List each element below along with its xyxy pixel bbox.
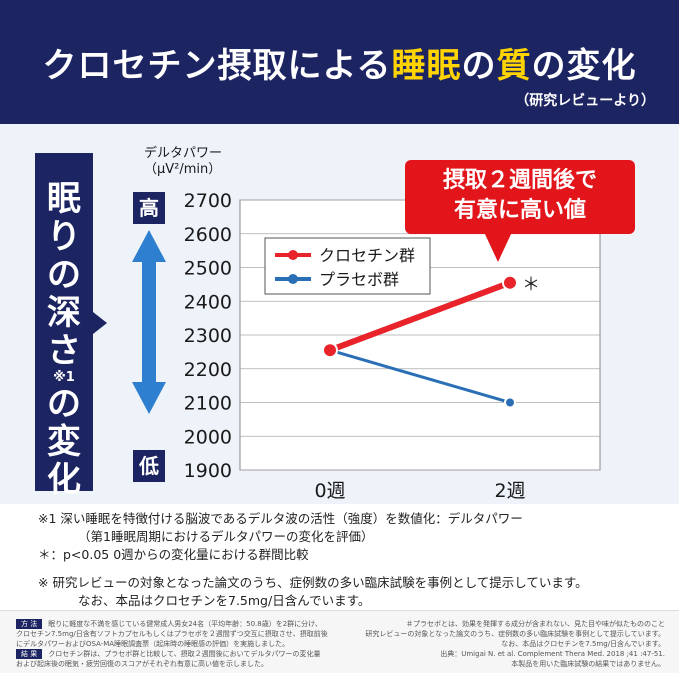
note-text: ＃プラセボとは、効果を発揮する成分が含まれない、見た目や味が似たもののこと <box>406 620 665 628</box>
depth-char: の <box>47 384 81 424</box>
y-tick-label: 2300 <box>184 325 232 347</box>
sleep-depth-label-box <box>35 153 93 491</box>
method-tag: 方 法 <box>16 619 43 629</box>
depth-char: の <box>47 255 81 295</box>
data-point <box>322 342 338 359</box>
callout-line1: 摂取２週間後で <box>442 168 597 193</box>
header-banner: クロセチン摂取による睡眠の質の変化 （研究レビューより） <box>0 0 679 124</box>
depth-char: 変 <box>47 422 81 462</box>
x-tick-label: 0週 <box>314 480 345 502</box>
series-line <box>328 348 512 404</box>
legend-label: クロセチン群 <box>319 246 415 265</box>
title-highlight-quality: 質 <box>496 46 532 86</box>
legend-marker <box>288 250 298 260</box>
note-text: なお、本品はクロセチンを7.5mg/日含んでいます。 <box>501 640 665 648</box>
result-text: クロセチン群は、プラセボ群と比較して、摂取２週間後においてデルタパワーの変化量 <box>48 650 321 658</box>
note-text: 研究レビューの対象となった論文のうち、症例数の多い臨床試験を事例として提示してい… <box>365 630 665 638</box>
depth-char: さ <box>47 331 81 371</box>
y-tick-label: 2100 <box>184 393 232 415</box>
series-line <box>327 279 513 354</box>
data-point <box>504 396 516 409</box>
title-highlight-sleep: 睡眠 <box>391 46 462 86</box>
method-text: クロセチン7.5mg/日含有ソフトカプセルもしくはプラセボを２週間ずつ交互に摂取… <box>16 630 328 638</box>
fine-print-section: 方 法眠りに軽度な不満を感じている健常成人男女24名（平均年齢：50.8歳）を2… <box>0 610 679 673</box>
significance-asterisk: ＊ <box>522 275 540 296</box>
y-tick-label: 2500 <box>184 258 232 280</box>
y-tick-label: 2700 <box>184 190 232 212</box>
footnote-1-detail: （第1睡眠周期におけるデルタパワーの変化を評価） <box>78 529 374 544</box>
footnotes: ※1 深い睡眠を特徴付ける脳波であるデルタ波の活性（強度）を数値化：デルタパワー… <box>38 510 658 610</box>
y-tick-label: 2000 <box>184 426 232 448</box>
title-part3: の変化 <box>531 46 637 86</box>
depth-char: 深 <box>47 293 81 333</box>
title-part1: クロセチン摂取による <box>42 46 392 86</box>
depth-footnote-marker: ※1 <box>53 370 75 385</box>
method-text: 眠りに軽度な不満を感じている健常成人男女24名（平均年齢：50.8歳）を2群に分… <box>48 620 322 628</box>
sleep-depth-label: 眠 り の 深 さ ※1 の 変 化 <box>35 180 93 499</box>
depth-pointer-triangle <box>93 312 107 334</box>
significance-callout: 摂取２週間後で 有意に高い値 <box>405 160 635 234</box>
footnote-1: ※1 深い睡眠を特徴付ける脳波であるデルタ波の活性（強度）を数値化：デルタパワー <box>38 511 523 526</box>
footnote-significance: ＊：p<0.05 0週からの変化量における群間比較 <box>38 547 309 562</box>
y-tick-label: 2600 <box>184 224 232 246</box>
scale-low-badge: 低 <box>133 450 165 482</box>
data-point <box>502 274 518 291</box>
result-text: および起床後の眠気・疲労回復のスコアがそれぞれ有意に高い値を示しました。 <box>16 660 268 668</box>
footnote-study-note-detail: なお、本品はクロセチンを7.5mg/日含んでいます。 <box>78 593 371 608</box>
double-arrow-icon <box>132 230 166 414</box>
result-tag: 結 果 <box>16 649 43 659</box>
fine-print-notes: ＃プラセボとは、効果を発揮する成分が含まれない、見た目や味が似たもののこと 研究… <box>350 619 665 669</box>
page-title: クロセチン摂取による睡眠の質の変化 <box>0 38 679 87</box>
method-text: にデルタパワーおよびOSA-MA睡眠調査票（起床時の睡眠感の評価）を実施しました… <box>16 640 290 648</box>
title-part2: の <box>461 46 497 86</box>
y-tick-label: 2400 <box>184 291 232 313</box>
y-tick-label: 1900 <box>184 460 232 482</box>
y-tick-label: 2200 <box>184 359 232 381</box>
note-text: 本製品を用いた臨床試験の結果ではありません。 <box>511 660 665 668</box>
depth-char: り <box>47 217 81 257</box>
legend-marker <box>288 274 298 284</box>
footnote-study-note: ※ 研究レビューの対象となった論文のうち、症例数の多い臨床試験を事例として提示し… <box>38 575 588 590</box>
x-tick-label: 2週 <box>494 480 525 502</box>
y-axis-label-line1: デルタパワー <box>144 146 223 161</box>
legend-label: プラセボ群 <box>319 270 399 289</box>
fine-print-method: 方 法眠りに軽度な不満を感じている健常成人男女24名（平均年齢：50.8歳）を2… <box>16 619 341 669</box>
y-axis-label-line2: （μV²/min） <box>144 162 222 177</box>
legend-box <box>264 237 431 295</box>
depth-char: 化 <box>47 460 81 500</box>
depth-char: 眠 <box>47 179 81 219</box>
y-axis-label: デルタパワー （μV²/min） <box>144 146 222 178</box>
callout-tail <box>484 232 512 262</box>
page-subtitle: （研究レビューより） <box>515 93 655 109</box>
callout-line2: 有意に高い値 <box>453 198 586 223</box>
note-text: 出典：Umigai N. et al. Complement Thera Med… <box>440 650 665 658</box>
scale-high-badge: 高 <box>133 192 165 224</box>
